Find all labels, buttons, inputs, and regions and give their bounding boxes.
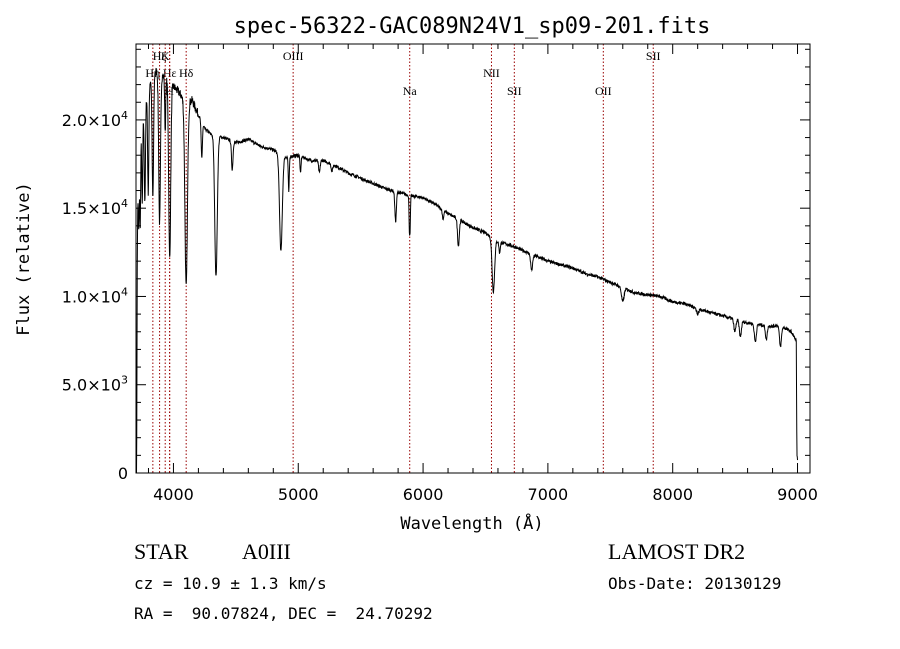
x-tick-label: 4000 (153, 485, 194, 504)
line-marker-label: H (165, 84, 174, 98)
line-marker-label: Hζ (153, 49, 167, 63)
line-marker-label: SII (646, 49, 661, 63)
x-tick-label: 8000 (652, 485, 693, 504)
line-marker-label: NII (483, 66, 500, 80)
redshift-info: cz = 10.9 ± 1.3 km/s (134, 574, 327, 593)
line-marker-label: Hη (145, 66, 160, 80)
x-tick-label: 9000 (777, 485, 818, 504)
y-tick-label: 5.0×103 (62, 374, 128, 395)
line-marker-label: SII (507, 84, 522, 98)
chart-title: spec-56322-GAC089N24V1_sp09-201.fits (234, 14, 711, 39)
observation-date: Obs-Date: 20130129 (608, 574, 782, 593)
y-tick-label: 1.0×104 (62, 285, 128, 306)
spectrum-line (136, 67, 799, 474)
y-axis-label: Flux (relative) (14, 182, 34, 336)
line-marker-label: Hδ (179, 66, 194, 80)
plot-frame (135, 43, 811, 474)
line-marker-label: Na (403, 84, 418, 98)
line-marker-label: OIII (283, 49, 304, 63)
survey-release: LAMOST DR2 (608, 539, 746, 564)
y-tick-label: 2.0×104 (62, 109, 128, 130)
line-marker-label: OII (595, 84, 612, 98)
y-tick-label: 1.5×104 (62, 197, 128, 218)
x-tick-label: 5000 (278, 485, 319, 504)
coordinates: RA = 90.07824, DEC = 24.70292 (134, 604, 433, 623)
object-subclass: A0III (242, 539, 291, 564)
x-tick-label: 6000 (403, 485, 444, 504)
line-marker-label: K (161, 49, 170, 63)
axis-ticks: 4000 5000 6000 7000 8000 9000 0 5.0×103 1.0×104 1… (62, 44, 818, 504)
x-tick-label: 7000 (528, 485, 569, 504)
object-class: STAR (134, 539, 189, 564)
y-tick-label: 0 (118, 464, 128, 483)
x-axis-label: Wavelength (Å) (400, 512, 543, 534)
